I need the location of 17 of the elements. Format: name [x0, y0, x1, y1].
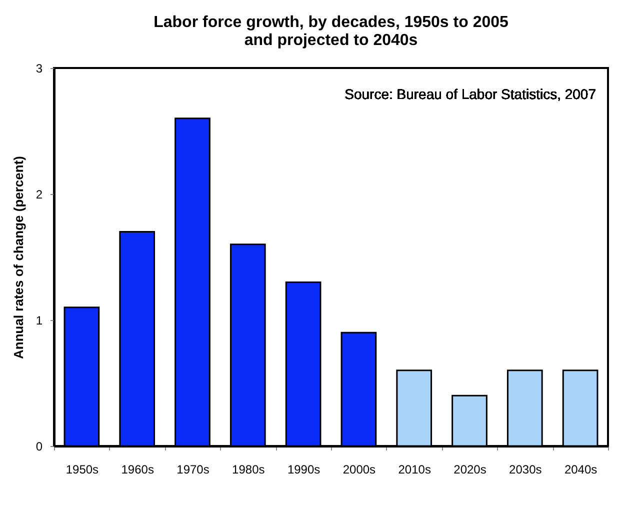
x-tick-label: 2010s: [398, 462, 431, 476]
x-tick-label: 2000s: [342, 462, 376, 476]
y-tick-label: 0: [36, 440, 43, 454]
y-tick-label: 2: [36, 188, 43, 202]
x-tick-label: 1950s: [66, 462, 99, 476]
chart-title: Labor force growth, by decades, 1950s to 2005 and projected to 2040s: [154, 14, 508, 49]
x-tick-label: 1970s: [176, 462, 210, 476]
x-tick-label: 2030s: [509, 462, 542, 476]
y-tick-label: 3: [36, 62, 43, 76]
annotation: Source: Bureau of Labor Statistics, 2007: [344, 86, 596, 102]
x-tick-label: 1990s: [287, 462, 320, 476]
x-tick-label: 1980s: [232, 462, 265, 476]
x-tick-label: 2040s: [564, 462, 598, 476]
y-axis-title: Annual rates of change (percent): [10, 156, 26, 359]
x-tick-label: 1960s: [121, 462, 154, 476]
y-tick-label: 1: [36, 314, 43, 328]
x-tick-label: 2020s: [454, 462, 486, 476]
